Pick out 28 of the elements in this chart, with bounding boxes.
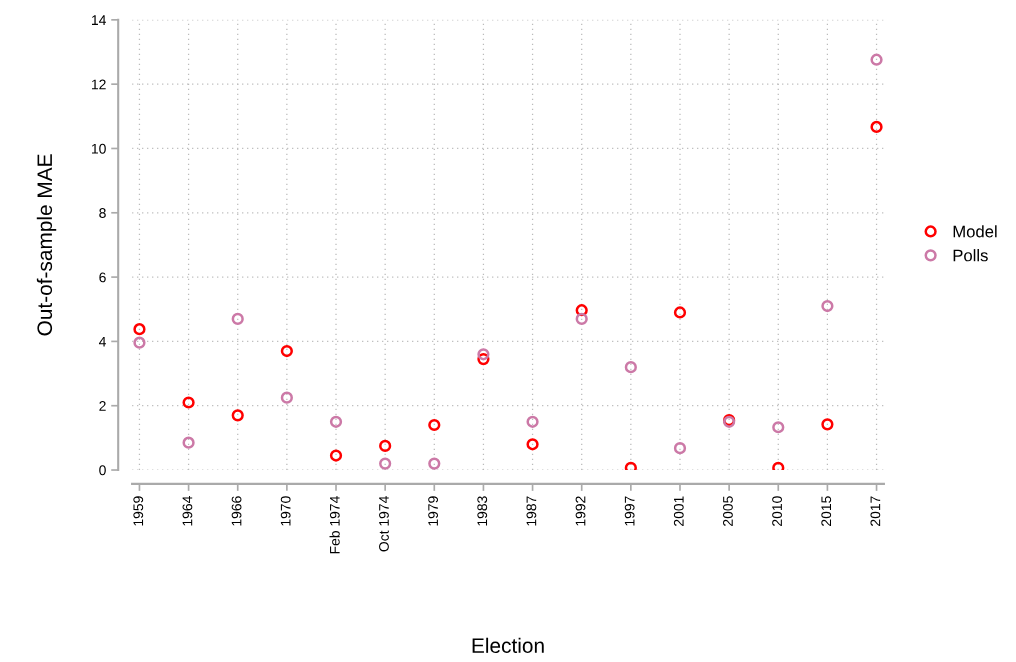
x-tick-label: 2015 (821, 496, 832, 526)
x-tick-label: Oct 1974 (379, 496, 389, 552)
y-tick-label: 8 (99, 208, 106, 218)
x-tick-label: 2017 (870, 496, 881, 526)
x-tick-label: 1959 (133, 496, 144, 526)
y-tick-label: 6 (99, 272, 106, 283)
y-tick-label: 10 (92, 143, 106, 154)
x-tick-label: 2001 (673, 496, 684, 526)
x-tick-label: 1970 (280, 496, 291, 526)
y-tick-label: 0 (99, 465, 106, 476)
y-tick-label: 14 (92, 15, 106, 25)
x-axis-title: Election (472, 637, 544, 654)
x-tick-label: Feb 1974 (329, 496, 340, 554)
x-tick-label: 1997 (624, 496, 635, 526)
x-tick-label: 2010 (772, 496, 782, 526)
y-tick-label: 2 (99, 401, 106, 411)
y-tick-label: 12 (92, 79, 106, 90)
x-tick-label: 1979 (428, 496, 439, 526)
y-tick-label: 4 (98, 336, 106, 347)
x-tick-label: 1987 (526, 496, 537, 526)
x-tick-label: 1983 (477, 496, 488, 526)
x-tick-label: 1964 (182, 496, 193, 526)
y-axis-title: Out-of-sample MAE (36, 154, 57, 336)
legend-label: Model (953, 225, 997, 238)
x-tick-label: 1992 (575, 496, 586, 526)
x-tick-label: 1966 (231, 496, 242, 526)
legend-label: Polls (953, 249, 988, 262)
x-tick-label: 2005 (723, 496, 733, 526)
